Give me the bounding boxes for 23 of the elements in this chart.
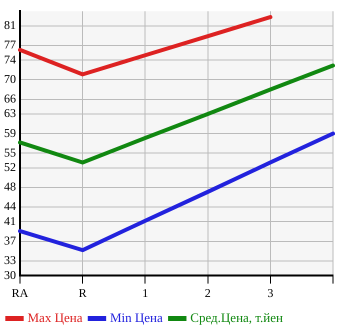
x-tick-label: 2 (204, 286, 211, 300)
y-tick-label: 44 (4, 199, 16, 214)
legend-label: Min Цена (110, 310, 163, 325)
y-tick-label: 66 (4, 91, 16, 106)
x-tick-label: R (78, 286, 87, 300)
y-tick-label: 63 (4, 106, 16, 120)
y-tick-label: 37 (4, 233, 16, 248)
y-tick-label: 48 (4, 180, 16, 194)
y-tick-label: 33 (4, 253, 16, 268)
y-tick-label: 59 (4, 126, 16, 140)
y-tick-label: 55 (4, 145, 16, 160)
x-tick-label: 3 (267, 286, 274, 300)
legend-label: Max Цена (28, 310, 83, 325)
x-tick-label: 1 (142, 286, 148, 300)
legend-label: Сред.Цена, т.йен (190, 310, 283, 325)
x-tick-label: RA (12, 286, 29, 300)
y-tick-label: 77 (4, 38, 16, 52)
y-tick-label: 52 (4, 160, 16, 174)
y-tick-label: 74 (4, 52, 16, 66)
y-tick-label: 70 (4, 72, 16, 86)
y-tick-label: 41 (4, 214, 16, 228)
y-tick-label: 81 (4, 18, 16, 32)
y-tick-label: 30 (4, 268, 16, 282)
